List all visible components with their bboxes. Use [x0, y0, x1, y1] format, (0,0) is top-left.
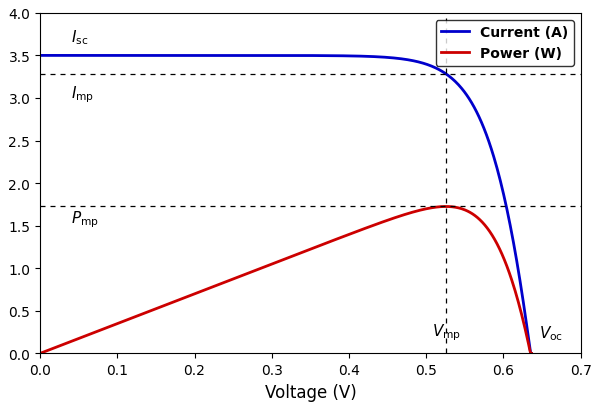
Text: $\mathit{I}_\mathrm{sc}$: $\mathit{I}_\mathrm{sc}$ [71, 28, 88, 47]
Current (A) [124, 54, 131, 59]
Power (W) [528, 351, 535, 356]
Text: $\mathit{V}_\mathrm{oc}$: $\mathit{V}_\mathrm{oc}$ [539, 324, 563, 342]
Current (A) [163, 54, 170, 59]
Power (W) [124, 318, 131, 323]
Current (A) [528, 351, 535, 356]
Power (W) [37, 351, 44, 356]
Legend: Current (A), Power (W): Current (A), Power (W) [436, 21, 574, 67]
Text: $\mathit{I}_\mathrm{mp}$: $\mathit{I}_\mathrm{mp}$ [71, 84, 94, 105]
Current (A) [37, 54, 44, 59]
Power (W) [443, 204, 450, 209]
Current (A) [365, 55, 372, 60]
Line: Power (W): Power (W) [40, 207, 532, 353]
Current (A) [406, 58, 413, 63]
Power (W) [406, 211, 413, 216]
Text: $\mathit{P}_\mathrm{mp}$: $\mathit{P}_\mathrm{mp}$ [71, 209, 99, 229]
Current (A) [527, 351, 534, 356]
Current (A) [326, 54, 333, 59]
Power (W) [259, 265, 266, 270]
Text: $\mathit{V}_\mathrm{mp}$: $\mathit{V}_\mathrm{mp}$ [431, 322, 461, 342]
Power (W) [163, 302, 170, 307]
Current (A) [259, 54, 266, 59]
X-axis label: Voltage (V): Voltage (V) [265, 383, 356, 401]
Power (W) [326, 240, 333, 245]
Line: Current (A): Current (A) [40, 56, 532, 353]
Power (W) [365, 225, 372, 230]
